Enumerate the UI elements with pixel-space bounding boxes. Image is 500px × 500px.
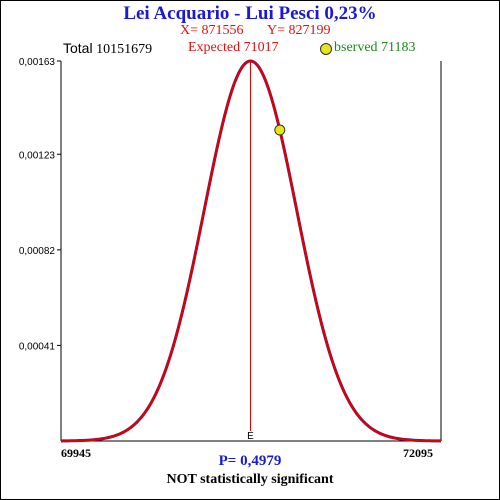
y-tick-label: 0,00082 — [19, 246, 56, 257]
distribution-curve-shadow — [60, 59, 442, 443]
distribution-curve — [60, 59, 442, 443]
observed-info: bserved 71183 — [334, 40, 416, 55]
total-label: Total — [63, 40, 93, 56]
y-count: Y= 827199 — [267, 23, 331, 38]
total-info: Total 10151679 — [63, 40, 152, 58]
significance-verdict: NOT statistically significant — [166, 472, 334, 487]
expected-info: Expected 71017 — [188, 40, 279, 55]
x-count: X= 871556 — [180, 23, 244, 38]
y-tick-label: 0,00041 — [19, 341, 56, 352]
total-value: 10151679 — [96, 42, 153, 57]
expected-marker-label: E — [247, 431, 254, 442]
chart-title: Lei Acquario - Lui Pesci 0,23% — [123, 3, 377, 24]
observed-dot-icon — [320, 43, 332, 55]
y-tick-label: 0,00123 — [19, 150, 56, 161]
observed-point — [274, 124, 286, 136]
x-max-label: 72095 — [403, 446, 433, 460]
p-value: P= 0,4979 — [218, 453, 282, 469]
y-tick-label: 0,00163 — [19, 57, 56, 68]
y-ticks: 0,00163 0,00123 0,00082 0,00041 — [19, 57, 61, 352]
x-min-label: 69945 — [61, 446, 91, 460]
